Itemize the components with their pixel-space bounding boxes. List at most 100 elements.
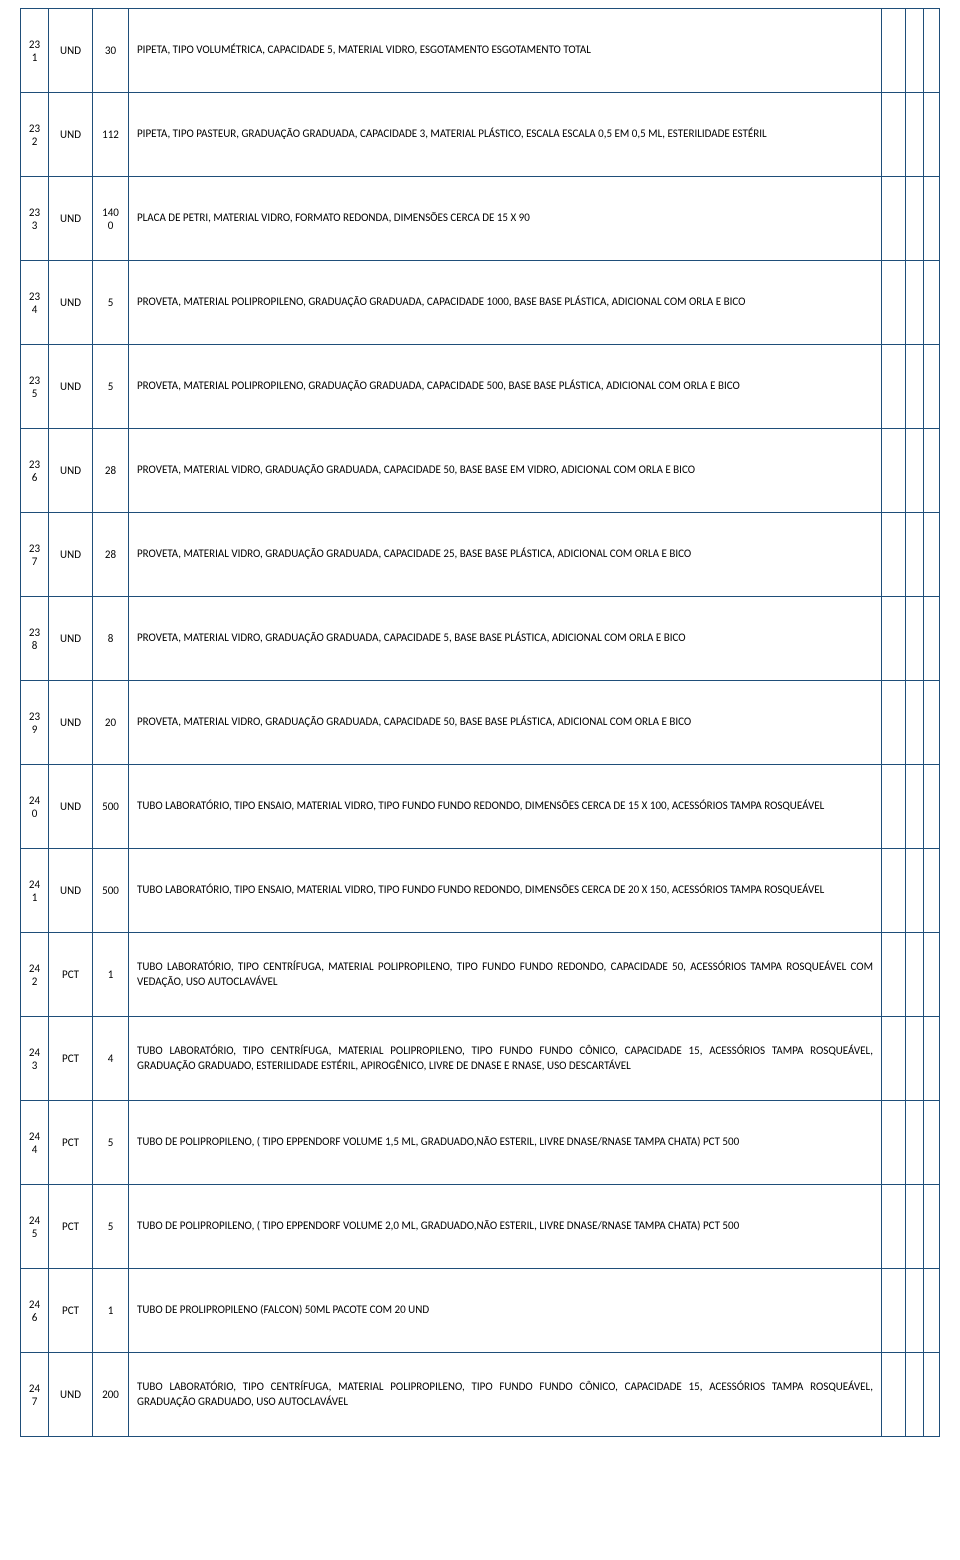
cell-unit: UND	[49, 681, 93, 765]
table-row: 237UND28PROVETA, MATERIAL VIDRO, GRADUAÇ…	[21, 513, 940, 597]
cell-qty: 28	[93, 513, 129, 597]
cell-empty	[882, 765, 906, 849]
cell-empty	[906, 9, 924, 93]
cell-empty	[924, 849, 940, 933]
cell-id: 242	[21, 933, 49, 1017]
cell-unit: PCT	[49, 1269, 93, 1353]
cell-desc: TUBO LABORATÓRIO, TIPO CENTRÍFUGA, MATER…	[129, 1353, 882, 1437]
table-row: 244PCT5TUBO DE POLIPROPILENO, ( TIPO EPP…	[21, 1101, 940, 1185]
cell-desc: TUBO DE POLIPROPILENO, ( TIPO EPPENDORF …	[129, 1101, 882, 1185]
cell-empty	[924, 93, 940, 177]
cell-empty	[924, 681, 940, 765]
cell-empty	[882, 513, 906, 597]
cell-qty: 5	[93, 345, 129, 429]
cell-empty	[882, 1185, 906, 1269]
cell-unit: UND	[49, 597, 93, 681]
cell-id: 245	[21, 1185, 49, 1269]
cell-desc: TUBO LABORATÓRIO, TIPO CENTRÍFUGA, MATER…	[129, 933, 882, 1017]
cell-unit: PCT	[49, 1185, 93, 1269]
cell-qty: 1	[93, 1269, 129, 1353]
table-row: 247UND200TUBO LABORATÓRIO, TIPO CENTRÍFU…	[21, 1353, 940, 1437]
cell-desc: TUBO LABORATÓRIO, TIPO CENTRÍFUGA, MATER…	[129, 1017, 882, 1101]
cell-qty: 5	[93, 1101, 129, 1185]
cell-qty: 200	[93, 1353, 129, 1437]
cell-id: 243	[21, 1017, 49, 1101]
cell-unit: UND	[49, 9, 93, 93]
cell-empty	[924, 429, 940, 513]
cell-empty	[882, 849, 906, 933]
table-row: 242PCT1TUBO LABORATÓRIO, TIPO CENTRÍFUGA…	[21, 933, 940, 1017]
cell-empty	[906, 429, 924, 513]
cell-empty	[924, 9, 940, 93]
cell-id: 240	[21, 765, 49, 849]
cell-empty	[906, 1353, 924, 1437]
cell-unit: UND	[49, 1353, 93, 1437]
cell-desc: PLACA DE PETRI, MATERIAL VIDRO, FORMATO …	[129, 177, 882, 261]
cell-empty	[906, 513, 924, 597]
cell-desc: PIPETA, TIPO PASTEUR, GRADUAÇÃO GRADUADA…	[129, 93, 882, 177]
cell-qty: 28	[93, 429, 129, 513]
cell-empty	[924, 261, 940, 345]
table-row: 234UND5PROVETA, MATERIAL POLIPROPILENO, …	[21, 261, 940, 345]
cell-unit: UND	[49, 765, 93, 849]
cell-empty	[924, 1353, 940, 1437]
cell-id: 244	[21, 1101, 49, 1185]
table-row: 238UND8PROVETA, MATERIAL VIDRO, GRADUAÇÃ…	[21, 597, 940, 681]
cell-qty: 1	[93, 933, 129, 1017]
table-row: 241UND500TUBO LABORATÓRIO, TIPO ENSAIO, …	[21, 849, 940, 933]
cell-empty	[882, 597, 906, 681]
cell-id: 247	[21, 1353, 49, 1437]
cell-qty: 500	[93, 849, 129, 933]
cell-id: 235	[21, 345, 49, 429]
cell-id: 231	[21, 9, 49, 93]
cell-id: 236	[21, 429, 49, 513]
cell-empty	[906, 1269, 924, 1353]
table-row: 232UND112PIPETA, TIPO PASTEUR, GRADUAÇÃO…	[21, 93, 940, 177]
cell-desc: PROVETA, MATERIAL POLIPROPILENO, GRADUAÇ…	[129, 345, 882, 429]
cell-empty	[906, 1017, 924, 1101]
cell-qty: 30	[93, 9, 129, 93]
cell-empty	[924, 1017, 940, 1101]
cell-empty	[882, 429, 906, 513]
cell-unit: UND	[49, 177, 93, 261]
cell-empty	[882, 261, 906, 345]
cell-empty	[906, 849, 924, 933]
cell-empty	[882, 1101, 906, 1185]
table-row: 239UND20PROVETA, MATERIAL VIDRO, GRADUAÇ…	[21, 681, 940, 765]
cell-id: 238	[21, 597, 49, 681]
cell-empty	[906, 177, 924, 261]
table-row: 245PCT5TUBO DE POLIPROPILENO, ( TIPO EPP…	[21, 1185, 940, 1269]
cell-qty: 8	[93, 597, 129, 681]
cell-empty	[882, 345, 906, 429]
cell-desc: PROVETA, MATERIAL VIDRO, GRADUAÇÃO GRADU…	[129, 597, 882, 681]
cell-empty	[906, 1185, 924, 1269]
cell-unit: UND	[49, 513, 93, 597]
cell-id: 246	[21, 1269, 49, 1353]
cell-desc: PROVETA, MATERIAL VIDRO, GRADUAÇÃO GRADU…	[129, 681, 882, 765]
cell-qty: 5	[93, 1185, 129, 1269]
cell-qty: 1400	[93, 177, 129, 261]
cell-desc: TUBO DE POLIPROPILENO, ( TIPO EPPENDORF …	[129, 1185, 882, 1269]
cell-empty	[882, 93, 906, 177]
cell-unit: UND	[49, 261, 93, 345]
cell-id: 237	[21, 513, 49, 597]
cell-empty	[906, 597, 924, 681]
cell-empty	[924, 513, 940, 597]
cell-desc: PROVETA, MATERIAL POLIPROPILENO, GRADUAÇ…	[129, 261, 882, 345]
cell-desc: PROVETA, MATERIAL VIDRO, GRADUAÇÃO GRADU…	[129, 429, 882, 513]
cell-qty: 4	[93, 1017, 129, 1101]
cell-empty	[924, 345, 940, 429]
cell-unit: UND	[49, 345, 93, 429]
cell-id: 241	[21, 849, 49, 933]
cell-unit: PCT	[49, 1017, 93, 1101]
cell-empty	[882, 1353, 906, 1437]
table-row: 243PCT4TUBO LABORATÓRIO, TIPO CENTRÍFUGA…	[21, 1017, 940, 1101]
cell-desc: PROVETA, MATERIAL VIDRO, GRADUAÇÃO GRADU…	[129, 513, 882, 597]
table-row: 240UND500TUBO LABORATÓRIO, TIPO ENSAIO, …	[21, 765, 940, 849]
cell-empty	[924, 1101, 940, 1185]
cell-empty	[924, 1269, 940, 1353]
cell-desc: PIPETA, TIPO VOLUMÉTRICA, CAPACIDADE 5, …	[129, 9, 882, 93]
cell-id: 234	[21, 261, 49, 345]
cell-desc: TUBO LABORATÓRIO, TIPO ENSAIO, MATERIAL …	[129, 849, 882, 933]
cell-empty	[924, 177, 940, 261]
